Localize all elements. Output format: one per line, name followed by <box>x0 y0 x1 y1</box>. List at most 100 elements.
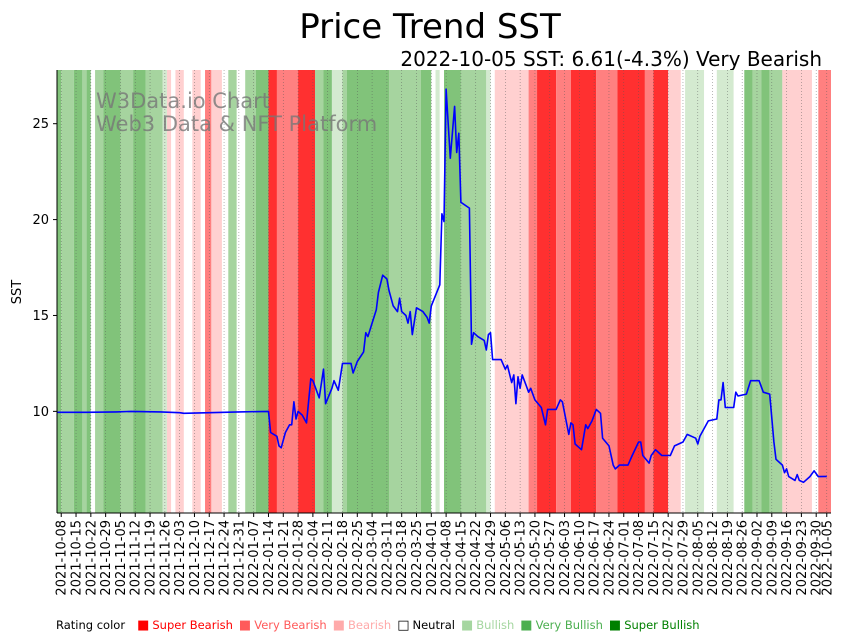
legend-item: ■ Very Bearish <box>239 618 327 633</box>
x-tick-label: 2022-01-07 <box>247 520 262 596</box>
x-tick-label: 2022-04-08 <box>440 520 455 596</box>
legend-items: ■ Super Bearish ■ Very Bearish ■ Bearish □ Neut… <box>137 618 706 633</box>
x-tick-label: 2021-10-22 <box>84 520 99 596</box>
rating-bands <box>57 70 831 513</box>
rating-band <box>298 70 315 513</box>
legend-swatch: ■ <box>608 617 622 633</box>
x-tick-label: 2022-09-16 <box>780 520 795 596</box>
rating-band <box>811 70 819 513</box>
rating-band <box>95 70 104 513</box>
x-tick-label: 2022-05-06 <box>499 520 514 596</box>
rating-band <box>221 70 229 513</box>
legend-swatch: ■ <box>520 617 533 633</box>
legend-item-label: Bearish <box>347 618 392 632</box>
rating-band <box>236 70 246 513</box>
rating-band <box>752 70 762 513</box>
x-ticks: 2021-10-08 2021-10-15 2021-10-22 2021-10-29… <box>55 513 835 596</box>
rating-band <box>90 70 96 513</box>
rating-band <box>145 70 163 513</box>
legend-item: □ Neutral <box>397 618 455 633</box>
x-tick-label: 2021-12-17 <box>203 520 218 596</box>
x-tick-label: 2022-06-03 <box>558 520 573 596</box>
x-tick-label: 2021-12-24 <box>218 520 233 596</box>
x-tick-label: 2022-01-21 <box>277 520 292 596</box>
x-tick-label: 2022-09-02 <box>750 520 765 596</box>
x-tick-label: 2022-02-11 <box>321 520 336 596</box>
rating-band <box>315 70 324 513</box>
x-tick-label: 2022-08-12 <box>706 520 721 596</box>
rating-band <box>171 70 176 513</box>
x-tick-label: 2022-10-05 <box>820 520 835 596</box>
rating-band <box>420 70 432 513</box>
rating-band <box>211 70 222 513</box>
rating-band <box>205 70 212 513</box>
rating-legend: Rating color ■ Super Bearish ■ Very Bearish… <box>56 616 706 634</box>
x-tick-label: 2022-09-30 <box>810 520 825 596</box>
x-tick-label: 2022-08-19 <box>721 520 736 596</box>
x-tick-label: 2021-12-31 <box>232 520 247 596</box>
legend-swatch: □ <box>397 617 410 633</box>
rating-band <box>133 70 146 513</box>
rating-band <box>120 70 134 513</box>
legend-item-label: Bullish <box>476 618 515 632</box>
rating-band <box>439 70 444 513</box>
vertical-gridlines <box>60 70 828 513</box>
rating-band <box>166 70 172 513</box>
rating-band <box>431 70 436 513</box>
rating-band <box>818 70 831 513</box>
rating-band <box>733 70 745 513</box>
rating-band <box>556 70 571 513</box>
x-tick-label: 2022-05-27 <box>543 520 558 596</box>
rating-band <box>268 70 277 513</box>
watermark-line-1: W3Data.io Chart <box>96 89 270 113</box>
legend-item: ■ Bullish <box>461 618 514 633</box>
x-tick-label: 2022-02-18 <box>336 520 351 596</box>
x-tick-label: 2022-08-05 <box>691 520 706 596</box>
x-tick-label: 2022-09-09 <box>765 520 780 596</box>
legend-swatch: ■ <box>332 617 345 633</box>
y-axis-label: SST <box>10 280 25 305</box>
rating-band <box>704 70 717 513</box>
legend-swatch: ■ <box>460 617 474 633</box>
x-tick-label: 2021-11-05 <box>114 520 129 596</box>
legend-item-label: Very Bearish <box>254 618 327 632</box>
rating-band <box>716 70 734 513</box>
rating-band <box>460 70 487 513</box>
rating-band <box>389 70 421 513</box>
x-tick-label: 2022-01-28 <box>292 520 307 596</box>
rating-band <box>653 70 669 513</box>
y-tick-label: 25 <box>32 117 49 132</box>
rating-band <box>61 70 74 513</box>
rating-band <box>73 70 83 513</box>
x-tick-label: 2022-04-15 <box>454 520 469 596</box>
y-tick-label: 15 <box>32 309 49 324</box>
rating-band <box>86 70 91 513</box>
rating-band <box>570 70 597 513</box>
rating-band <box>494 70 529 513</box>
x-tick-label: 2022-02-25 <box>351 520 366 596</box>
legend-item: ■ Bearish <box>333 618 392 633</box>
rating-band <box>183 70 193 513</box>
legend-item: ■ Very Bullish <box>520 618 603 633</box>
x-tick-label: 2021-12-10 <box>188 520 203 596</box>
legend-title: Rating color <box>56 618 126 632</box>
legend-swatch: ■ <box>238 617 252 633</box>
x-tick-label: 2021-10-15 <box>70 520 85 596</box>
rating-band <box>528 70 538 513</box>
x-tick-label: 2022-03-11 <box>380 520 395 596</box>
x-tick-label: 2021-10-29 <box>99 520 114 596</box>
x-tick-label: 2022-02-04 <box>306 520 321 596</box>
x-tick-label: 2022-05-13 <box>514 520 529 596</box>
rating-band <box>680 70 686 513</box>
rating-band <box>82 70 87 513</box>
legend-swatch: ■ <box>137 617 150 633</box>
rating-band <box>245 70 256 513</box>
rating-band <box>228 70 237 513</box>
x-tick-label: 2021-10-08 <box>55 520 70 596</box>
x-tick-label: 2022-09-23 <box>795 520 810 596</box>
y-tick-label: 20 <box>32 213 49 228</box>
rating-band <box>175 70 184 513</box>
rating-band <box>200 70 206 513</box>
x-tick-label: 2022-06-24 <box>602 520 617 596</box>
